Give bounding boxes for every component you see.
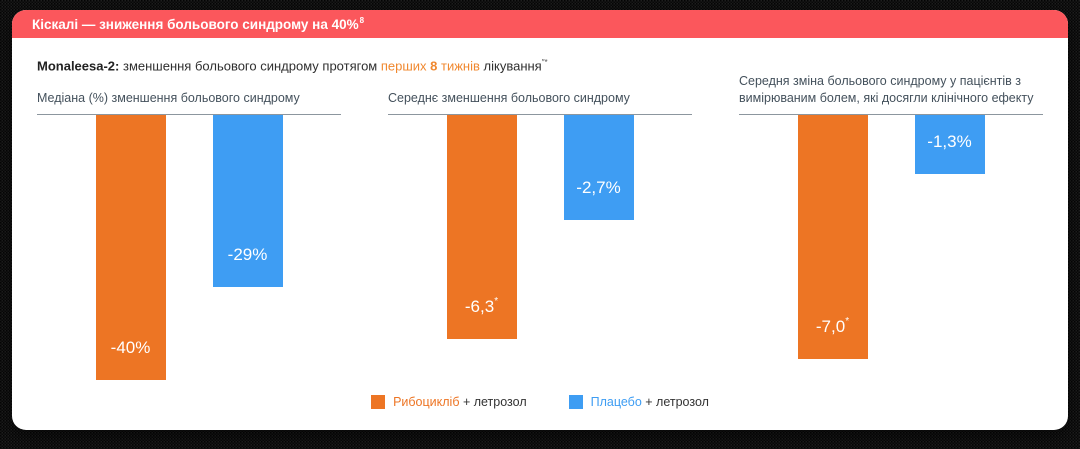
legend-swatch-orange-icon bbox=[371, 395, 386, 409]
bar-placebo: -29% bbox=[212, 115, 283, 287]
subtitle-text-after: лікування bbox=[479, 58, 542, 74]
charts-row: Медіана (%) зменшення больового синдрому… bbox=[12, 74, 1068, 383]
subtitle-reference-superscript: ″* bbox=[541, 58, 548, 67]
baseline-axis bbox=[37, 114, 341, 115]
baseline-axis bbox=[388, 114, 692, 115]
slide-card: Кіскалі — зниження больового синдрому на… bbox=[12, 10, 1068, 430]
chart-panel-mean-change-responders: Середня зміна больового синдрому у паціє… bbox=[739, 74, 1043, 383]
chart-title: Середня зміна больового синдрому у паціє… bbox=[739, 74, 1034, 106]
bar-value-label: -40% bbox=[110, 338, 151, 357]
subtitle-text: зменшення больового синдрому протягом bbox=[119, 58, 381, 74]
bar-value-label: -6,3* bbox=[464, 296, 499, 317]
header-bar: Кіскалі — зниження больового синдрому на… bbox=[12, 10, 1068, 38]
study-subtitle: Monaleesa-2: зменшення больового синдром… bbox=[37, 58, 1068, 74]
chart-title: Медіана (%) зменшення больового синдрому bbox=[37, 91, 300, 106]
bar-area: -6,3* -2,7% bbox=[388, 115, 692, 383]
legend-label: Плацебо + летрозол bbox=[590, 395, 709, 409]
chart-panel-median: Медіана (%) зменшення больового синдрому… bbox=[37, 74, 341, 383]
legend: Рибоцикліб + летрозол Плацебо + летрозол bbox=[12, 395, 1068, 409]
subtitle-highlight-tail: тижнів bbox=[437, 58, 480, 74]
chart-panel-mean: Середнє зменшення больового синдрому -6,… bbox=[388, 74, 692, 383]
bar-value-label: -2,7% bbox=[576, 178, 621, 197]
bar-value-label: -1,3% bbox=[927, 132, 972, 151]
header-reference-superscript: 8 bbox=[359, 16, 365, 25]
bar-value-label: -7,0* bbox=[815, 316, 850, 337]
subtitle-highlight-number: 8 bbox=[430, 58, 438, 74]
bar-ribociclib: -40% bbox=[95, 115, 166, 380]
bar-value-label: -29% bbox=[227, 245, 268, 264]
legend-swatch-blue-icon bbox=[568, 395, 583, 409]
legend-item-ribociclib: Рибоцикліб + летрозол bbox=[371, 395, 527, 409]
legend-item-placebo: Плацебо + летрозол bbox=[568, 395, 709, 409]
bar-ribociclib: -6,3* bbox=[446, 115, 517, 339]
baseline-axis bbox=[739, 114, 1043, 115]
subtitle-highlight: перших bbox=[380, 58, 431, 74]
bar-ribociclib: -7,0* bbox=[797, 115, 868, 359]
bar-placebo: -2,7% bbox=[563, 115, 634, 220]
chart-title: Середнє зменшення больового синдрому bbox=[388, 91, 630, 106]
study-name: Monaleesa-2: bbox=[37, 58, 120, 74]
bar-area: -7,0* -1,3% bbox=[739, 115, 1043, 383]
bar-area: -40% -29% bbox=[37, 115, 341, 383]
bar-placebo: -1,3% bbox=[914, 115, 985, 174]
page-title: Кіскалі — зниження больового синдрому на… bbox=[32, 16, 365, 32]
legend-label: Рибоцикліб + летрозол bbox=[393, 395, 527, 409]
